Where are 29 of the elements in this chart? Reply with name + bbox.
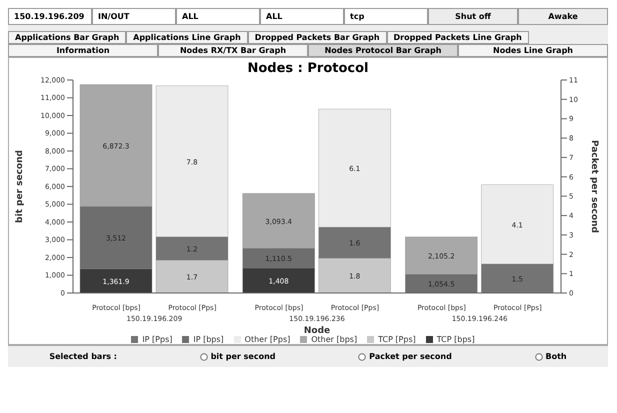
legend-label: TCP [bps] — [436, 335, 475, 344]
legend-label: Other [Pps] — [244, 335, 290, 344]
text: tcp — [344, 8, 428, 25]
text: Applications Bar Graph — [8, 31, 126, 44]
text: Information — [8, 44, 158, 57]
text: Dropped Packets Bar Graph — [248, 31, 387, 44]
text: Shut off — [428, 8, 518, 25]
text: Nodes Line Graph — [458, 44, 608, 57]
legend-label: IP [Pps] — [142, 335, 172, 344]
text: Dropped Packets Line Graph — [386, 31, 529, 44]
text: Applications Line Graph — [126, 31, 248, 44]
legend-label: TCP [Pps] — [378, 335, 416, 344]
legend-label: Other [bps] — [311, 335, 358, 344]
text: ALL — [176, 8, 260, 25]
chart-title: Nodes : Protocol — [246, 60, 370, 76]
text: Nodes Protocol Bar Graph — [308, 44, 458, 57]
text: Selected bars : — [49, 352, 118, 361]
legend-label: IP [bps] — [193, 335, 224, 344]
x-axis-title: Node — [304, 326, 330, 336]
text: Awake — [518, 8, 608, 25]
text: 150.19.196.209 — [8, 8, 92, 25]
text: Nodes RX/TX Bar Graph — [158, 44, 308, 57]
y2-axis-title: Packet per second — [588, 140, 599, 233]
y-axis-title: bit per second — [15, 150, 26, 223]
text: Packet per second — [368, 352, 452, 361]
text: ALL — [260, 8, 344, 25]
text: Both — [544, 352, 567, 361]
text: IN/OUT — [92, 8, 176, 25]
text: bit per second — [210, 352, 276, 361]
